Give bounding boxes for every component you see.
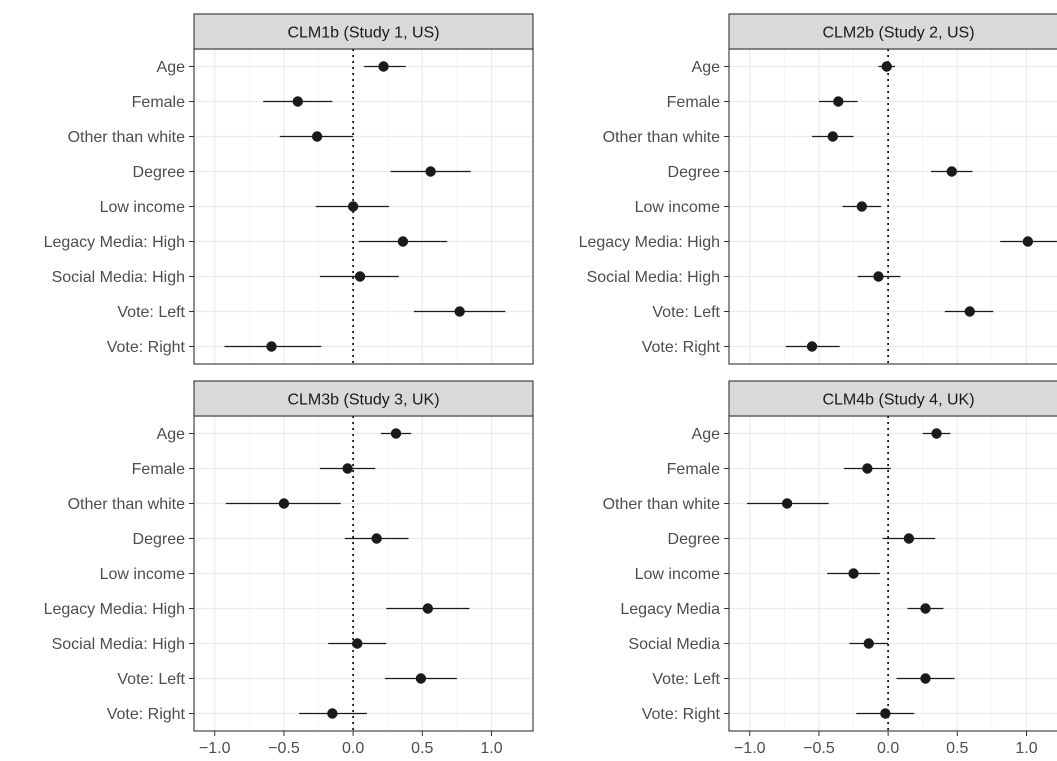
- facet-strip: [193, 13, 534, 50]
- y-tick-label: Social Media: High: [52, 269, 185, 286]
- y-tick-label: Degree: [668, 164, 721, 181]
- point-estimate: [311, 131, 323, 142]
- point-estimate: [856, 201, 868, 212]
- point-estimate: [873, 271, 884, 282]
- y-tick-label: Female: [132, 94, 185, 111]
- point-estimate: [946, 166, 957, 177]
- y-tick-label: Social Media: High: [52, 636, 185, 653]
- y-tick-label: Vote: Right: [642, 339, 721, 356]
- point-estimate: [848, 568, 859, 579]
- y-tick-label: Vote: Left: [652, 671, 720, 688]
- y-tick-label: Other than white: [603, 496, 721, 513]
- facet-panel-1: CLM1b (Study 1, US) Age Female Other than w…: [44, 13, 534, 365]
- y-tick-label: Age: [692, 426, 721, 443]
- x-tick-label: 0.0: [877, 740, 899, 757]
- point-estimate: [352, 638, 363, 649]
- y-tick-label: Legacy Media: [620, 601, 720, 618]
- facet-strip: [728, 13, 1057, 50]
- y-tick-label: Low income: [635, 199, 720, 216]
- point-estimate: [327, 708, 338, 719]
- y-tick-label: Low income: [100, 199, 185, 216]
- y-tick-label: Female: [667, 94, 720, 111]
- x-tick-label: −1.0: [734, 740, 766, 757]
- y-tick-label: Other than white: [68, 129, 186, 146]
- y-tick-label: Vote: Left: [652, 304, 720, 321]
- y-tick-label: Vote: Right: [107, 706, 186, 723]
- point-estimate: [347, 201, 359, 212]
- facet-title: CLM3b (Study 3, UK): [287, 392, 439, 409]
- point-estimate: [903, 533, 915, 544]
- y-tick-label: Vote: Right: [642, 706, 721, 723]
- point-estimate: [454, 306, 465, 317]
- x-tick-label: 0.5: [946, 740, 968, 757]
- y-tick-label: Vote: Left: [117, 304, 185, 321]
- point-estimate: [781, 498, 793, 509]
- point-estimate: [880, 708, 891, 719]
- point-estimate: [397, 236, 409, 247]
- facet-panel-4: CLM4b (Study 4, UK) Age Female Other than w…: [603, 380, 1057, 757]
- y-tick-label: Vote: Right: [107, 339, 186, 356]
- point-estimate: [278, 498, 290, 509]
- x-tick-label: 0.0: [342, 740, 364, 757]
- point-estimate: [920, 673, 931, 684]
- y-tick-label: Female: [132, 461, 185, 478]
- point-estimate: [806, 341, 818, 352]
- y-tick-label: Other than white: [68, 496, 186, 513]
- point-estimate: [354, 271, 366, 282]
- point-estimate: [1022, 236, 1034, 247]
- point-estimate: [292, 96, 303, 107]
- y-tick-label: Age: [157, 426, 186, 443]
- point-estimate: [266, 341, 277, 352]
- x-tick-label: 1.0: [480, 740, 502, 757]
- x-tick-label: 0.5: [411, 740, 433, 757]
- y-tick-label: Other than white: [603, 129, 721, 146]
- point-estimate: [833, 96, 844, 107]
- point-estimate: [920, 603, 931, 614]
- point-estimate: [390, 428, 402, 439]
- point-estimate: [425, 166, 436, 177]
- y-tick-label: Age: [157, 59, 186, 76]
- facet-title: CLM4b (Study 4, UK): [822, 392, 974, 409]
- point-estimate: [378, 61, 389, 72]
- y-tick-label: Degree: [133, 164, 186, 181]
- y-tick-label: Degree: [668, 531, 721, 548]
- point-estimate: [964, 306, 975, 317]
- point-estimate: [931, 428, 942, 439]
- x-tick-label: 1.0: [1015, 740, 1037, 757]
- y-tick-label: Age: [692, 59, 721, 76]
- y-tick-label: Vote: Left: [117, 671, 185, 688]
- facet-panel-3: CLM3b (Study 3, UK) Age Female Other than w…: [44, 380, 534, 757]
- x-tick-label: −1.0: [199, 740, 231, 757]
- y-tick-label: Social Media: High: [587, 269, 720, 286]
- point-estimate: [415, 673, 427, 684]
- facet-panel-2: CLM2b (Study 2, US) Age Female Other than w…: [579, 13, 1057, 365]
- y-tick-label: Female: [667, 461, 720, 478]
- y-tick-label: Low income: [635, 566, 720, 583]
- y-tick-label: Legacy Media: High: [44, 234, 185, 251]
- point-estimate: [863, 638, 874, 649]
- point-estimate: [827, 131, 838, 142]
- facet-title: CLM1b (Study 1, US): [287, 25, 439, 42]
- point-estimate: [371, 533, 382, 544]
- point-estimate: [342, 463, 353, 474]
- point-estimate: [422, 603, 434, 614]
- point-estimate: [862, 463, 873, 474]
- x-tick-label: −0.5: [268, 740, 300, 757]
- facet-strip: [193, 380, 534, 417]
- facet-title: CLM2b (Study 2, US): [822, 25, 974, 42]
- y-tick-label: Low income: [100, 566, 185, 583]
- y-tick-label: Legacy Media: High: [44, 601, 185, 618]
- point-estimate: [881, 61, 892, 72]
- y-tick-label: Social Media: [628, 636, 720, 653]
- y-tick-label: Legacy Media: High: [579, 234, 720, 251]
- facet-strip: [728, 380, 1057, 417]
- y-tick-label: Degree: [133, 531, 186, 548]
- x-tick-label: −0.5: [803, 740, 835, 757]
